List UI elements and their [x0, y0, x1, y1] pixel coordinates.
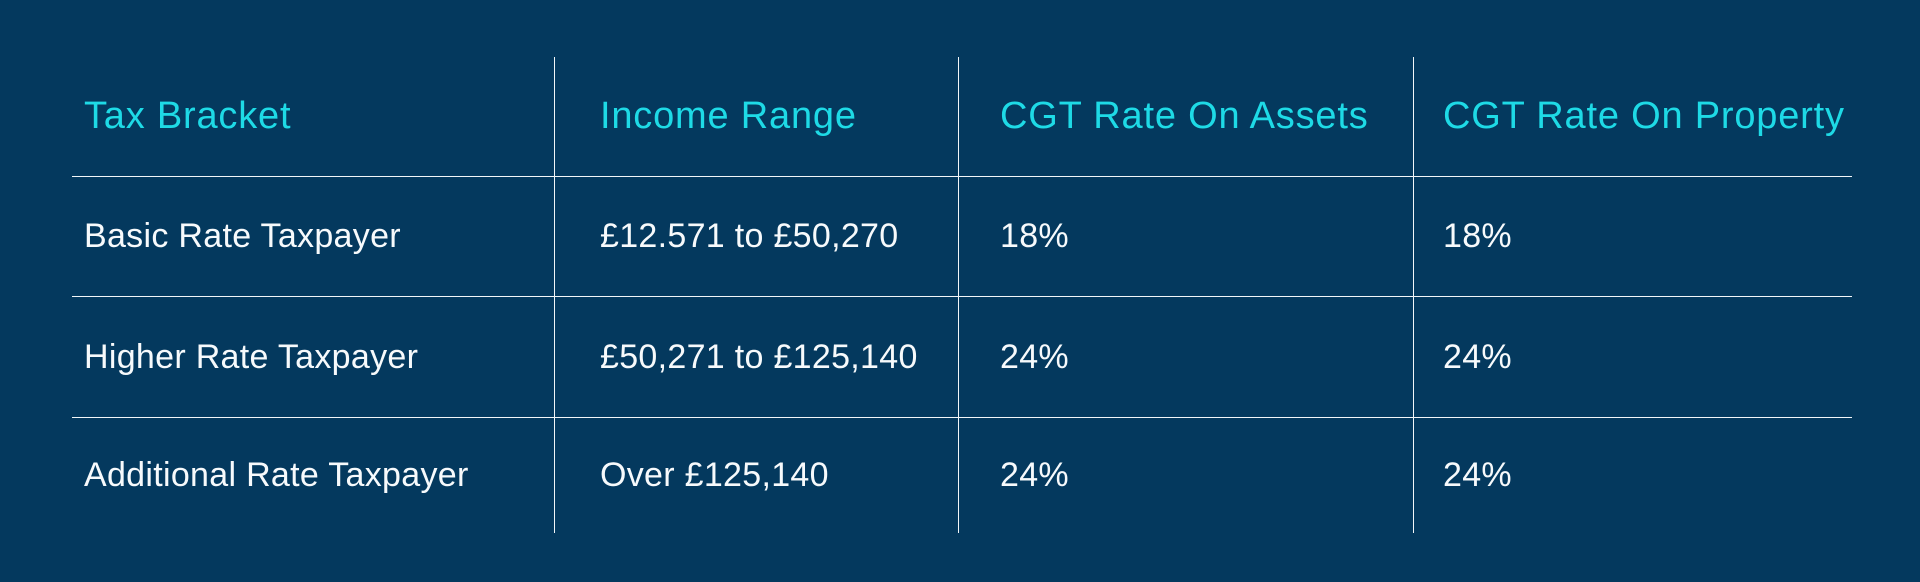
column-header-tax-bracket: Tax Bracket	[72, 57, 555, 177]
cgt-rates-table: Tax Bracket Income Range CGT Rate On Ass…	[72, 57, 1852, 533]
cell-basic-rate-bracket: Basic Rate Taxpayer	[72, 177, 555, 297]
cell-basic-rate-income-range: £12.571 to £50,270	[555, 177, 959, 297]
cell-additional-rate-property-rate: 24%	[1443, 456, 1512, 494]
column-header-cgt-rate-property: CGT Rate On Property	[1414, 57, 1852, 177]
column-header-income-range: Income Range	[555, 57, 959, 177]
cell-additional-rate-income-range: Over £125,140	[555, 418, 959, 533]
cell-additional-rate-bracket: Additional Rate Taxpayer	[72, 418, 555, 533]
cell-higher-rate-income-range: £50,271 to £125,140	[555, 297, 959, 418]
cell-higher-rate-bracket: Higher Rate Taxpayer	[72, 297, 555, 418]
column-header-cgt-rate-assets: CGT Rate On Assets	[959, 57, 1414, 177]
cell-higher-rate-assets-rate: 24%	[959, 297, 1414, 418]
cell-basic-rate-assets-rate: 18%	[959, 177, 1414, 297]
cell-higher-rate-property-rate: 24%	[1414, 297, 1852, 418]
cell-basic-rate-property-rate: 18%	[1414, 177, 1852, 297]
cell-additional-rate-assets-rate: 24%	[959, 418, 1414, 533]
